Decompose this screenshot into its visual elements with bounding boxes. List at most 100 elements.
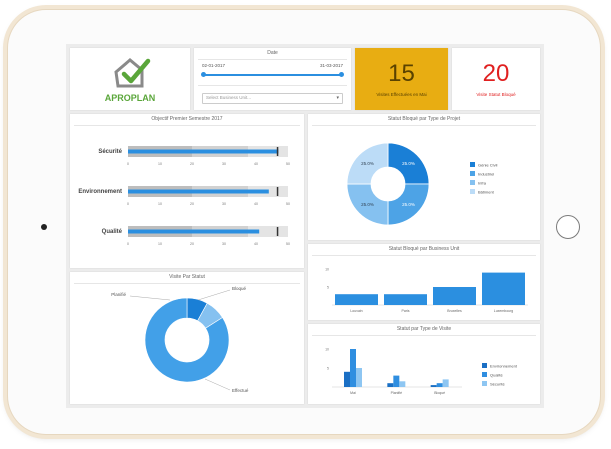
business-unit-title: Statut Bloqué par Business Unit [388, 246, 460, 252]
bullet-bar [128, 149, 279, 154]
bullet-tick-label: 20 [190, 242, 194, 246]
bullet-label: Sécurité [98, 149, 122, 155]
bullet-tick-label: 20 [190, 202, 194, 206]
statut-projet-panel: Statut Bloqué par Type de Projet 25.0% Gé… [308, 114, 540, 240]
statut-projet-donut: 25.0% Génie Civil 25.0% Industriel 25.0% Infr… [346, 142, 497, 226]
logo-icon [114, 58, 151, 88]
x-tick-label: Louvain [350, 309, 362, 313]
x-tick-label: Luxembourg [494, 309, 514, 313]
leader-line [129, 295, 171, 301]
bullet-tick-label: 50 [286, 202, 290, 206]
bullet-tick-label: 0 [127, 242, 129, 246]
date-panel: Date 02-01-2017 31-03-2017 Select Busine… [194, 48, 351, 110]
bullet-tick-label: 10 [158, 202, 162, 206]
y-tick-label: 10 [325, 268, 329, 272]
bar [350, 349, 356, 387]
legend-swatch [482, 381, 487, 386]
donut-data-label: 25.0% [361, 202, 374, 207]
donut-data-label: 25.0% [361, 161, 374, 166]
type-visite-chart: 10 5 Mai Planifié Bloqué Environnement Qualité… [325, 348, 518, 396]
date-slider[interactable] [201, 72, 344, 77]
bar [393, 375, 400, 387]
donut-slice [387, 142, 430, 185]
brand-name: APROPLAN [104, 93, 156, 103]
y-tick-label: 5 [327, 367, 329, 371]
visite-statut-donut: Planifié Bloqué Effectué [111, 286, 249, 393]
kpi-label: Visites Effectuées en Mai [376, 92, 427, 97]
donut-data-label: 25.0% [402, 202, 415, 207]
business-unit-select[interactable]: Select Business Unit... ▾ [202, 93, 343, 104]
y-tick-label: 10 [325, 348, 329, 352]
legend-label: Génie Civil [478, 163, 497, 168]
kpi-visites-effectuees: 15 Visites Effectuées en Mai [355, 48, 448, 110]
bar [436, 383, 443, 387]
visite-statut-panel: Visite Par Statut Planifié Bloqué Effectué [70, 272, 304, 404]
bar [482, 272, 525, 305]
bar [335, 294, 378, 305]
bullet-label: Qualité [102, 229, 123, 235]
legend-swatch [470, 171, 475, 176]
donut-slice [346, 183, 389, 226]
donut-slice [387, 183, 430, 226]
home-button[interactable] [556, 215, 580, 239]
donut-label: Planifié [111, 292, 126, 297]
bullet-tick-label: 30 [222, 162, 226, 166]
bullet-bar [128, 229, 260, 234]
x-tick-label: Bloqué [434, 391, 445, 395]
bar [384, 294, 427, 305]
x-tick-label: Bruxelles [447, 309, 462, 313]
bullet-tick-label: 0 [127, 162, 129, 166]
legend-swatch [482, 363, 487, 368]
donut-label: Effectué [232, 388, 249, 393]
date-start: 02-01-2017 [202, 63, 226, 68]
bullet-bar [128, 189, 269, 194]
kpi-visite-bloque: 20 Visite Statut Bloqué [452, 48, 540, 110]
logo-panel: APROPLAN [70, 48, 190, 110]
bullet-chart-svg: Sécurité 0 10 20 30 40 50 Environnement 0 10 20 30 4… [78, 146, 290, 246]
bullet-tick-label: 40 [254, 242, 258, 246]
bullet-tick-label: 40 [254, 162, 258, 166]
bar [356, 368, 362, 387]
bullet-target [276, 187, 279, 196]
bullet-target [276, 147, 279, 156]
bullet-target [276, 227, 279, 236]
dashboard-screen: APROPLAN Date 02-01-2017 31-03-2017 Sele… [66, 44, 544, 408]
legend-label: Environnement [490, 364, 518, 369]
business-unit-panel: Statut Bloqué par Business Unit 10 5 Louva… [308, 244, 540, 320]
business-unit-chart: 10 5 Louvain Paris Bruxelles Luxembourg [325, 268, 528, 313]
slider-handle-start[interactable] [201, 72, 206, 77]
type-visite-title: Statut par Type de Visite [396, 326, 452, 332]
bar [442, 379, 449, 387]
donut-slice [144, 297, 230, 383]
select-placeholder: Select Business Unit... [206, 95, 252, 100]
bullet-tick-label: 10 [158, 242, 162, 246]
kpi-value: 20 [482, 60, 510, 87]
objectifs-panel: Objectif Premier Semestre 2017 Sécurité 0… [70, 114, 304, 268]
bar [387, 383, 394, 387]
type-visite-panel: Statut par Type de Visite 10 5 Mai Planifié… [308, 324, 540, 404]
legend-swatch [482, 372, 487, 377]
x-tick-label: Planifié [391, 391, 403, 395]
bullet-tick-label: 30 [222, 202, 226, 206]
bullet-label: Environnement [78, 189, 122, 195]
bullet-tick-label: 50 [286, 242, 290, 246]
slider-handle-end[interactable] [339, 72, 344, 77]
x-tick-label: Paris [402, 309, 410, 313]
donut-label: Bloqué [232, 286, 247, 291]
legend-label: Sécurité [490, 382, 505, 387]
legend-label: Infra [478, 181, 487, 186]
kpi-value: 15 [388, 60, 415, 87]
bullet-tick-label: 30 [222, 242, 226, 246]
legend-swatch [470, 189, 475, 194]
objectifs-title: Objectif Premier Semestre 2017 [151, 116, 223, 122]
bar [399, 381, 406, 387]
x-tick-label: Mai [350, 391, 356, 395]
leader-line [204, 378, 231, 391]
donut-data-label: 25.0% [402, 161, 415, 166]
bullet-tick-label: 40 [254, 202, 258, 206]
camera-icon [41, 224, 47, 230]
bar [433, 287, 476, 305]
date-end: 31-03-2017 [319, 63, 343, 68]
bullet-tick-label: 0 [127, 202, 129, 206]
legend-swatch [470, 180, 475, 185]
